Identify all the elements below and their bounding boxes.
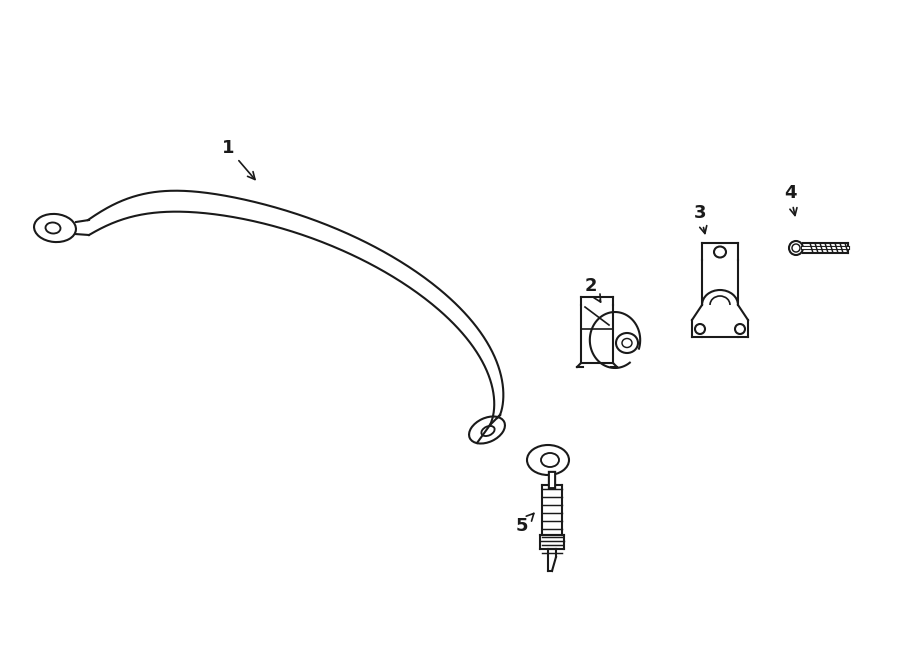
Text: 5: 5 — [516, 514, 534, 535]
Text: 2: 2 — [585, 277, 600, 302]
Text: 3: 3 — [694, 204, 706, 233]
Text: 1: 1 — [221, 139, 255, 180]
Text: 4: 4 — [784, 184, 797, 215]
